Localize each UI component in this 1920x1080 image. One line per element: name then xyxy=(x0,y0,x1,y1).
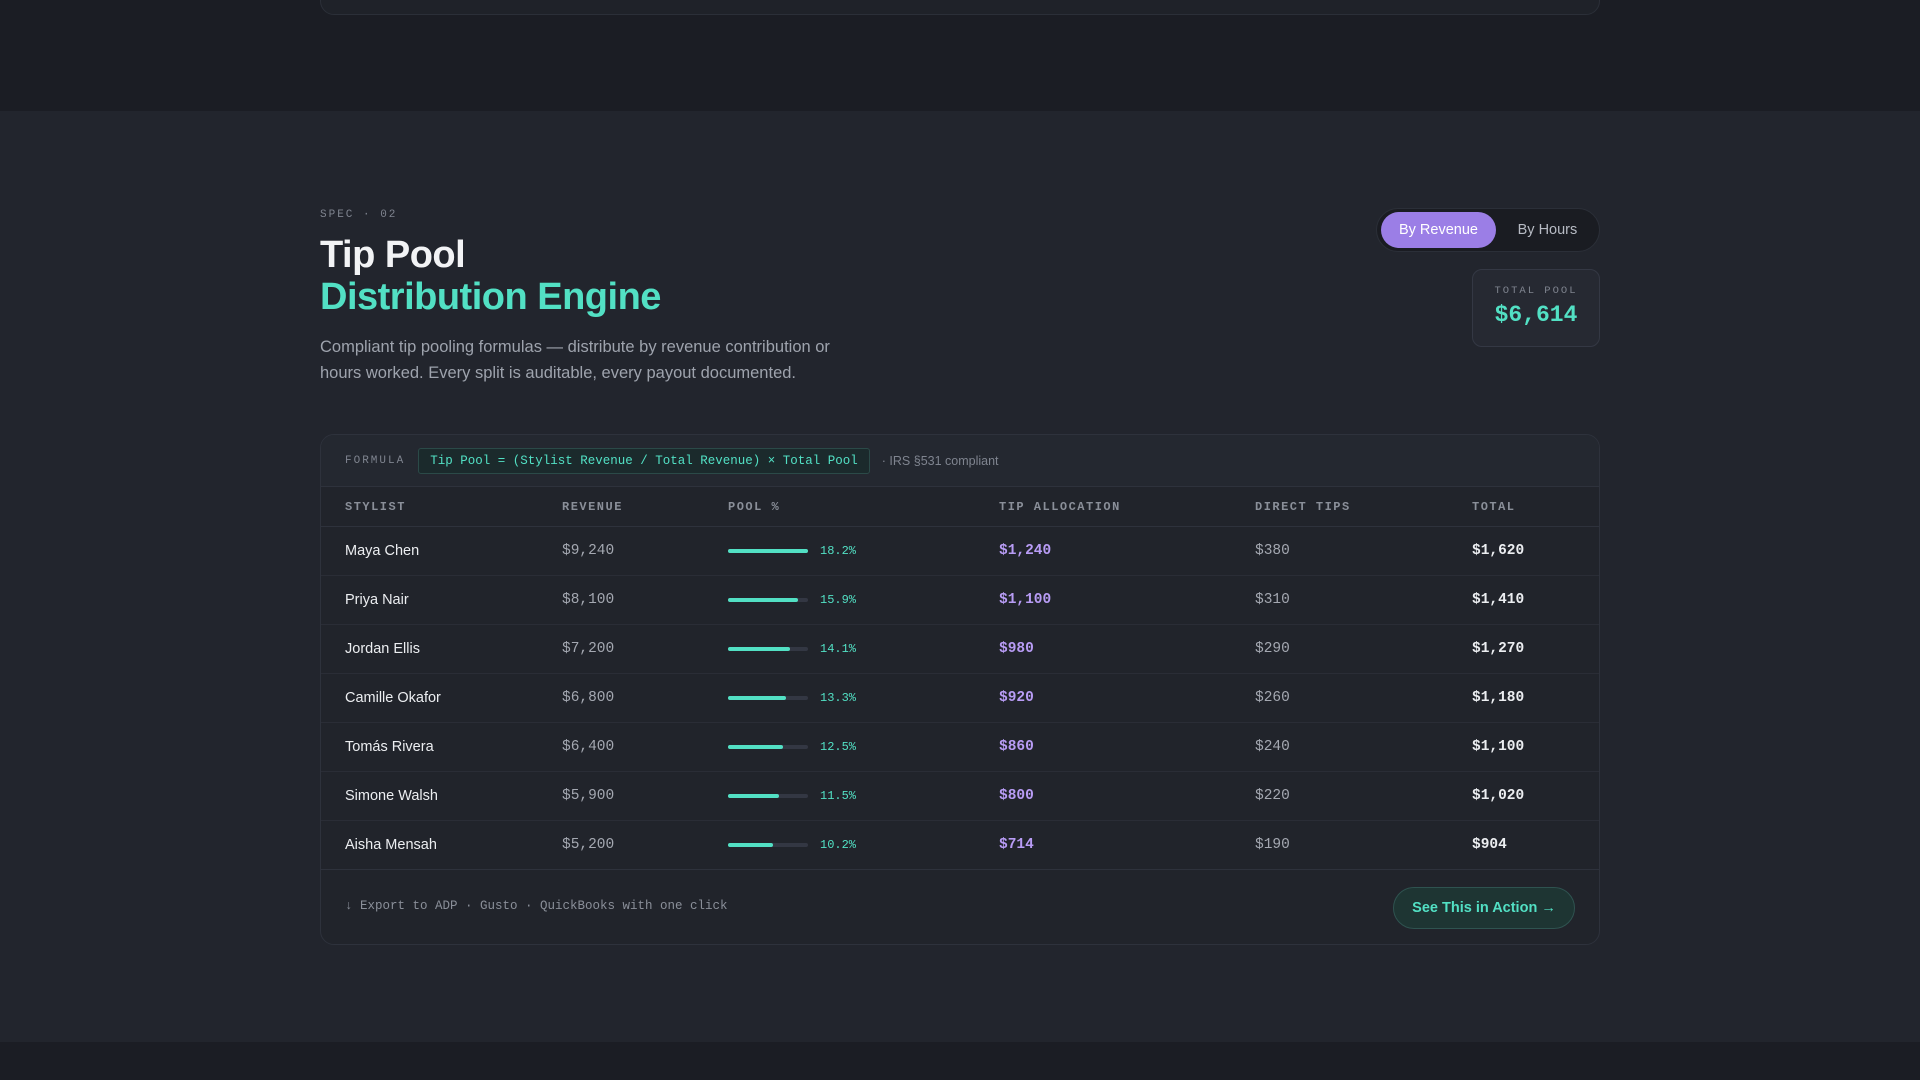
table-row: Aisha Mensah $5,200 10.2% $714 $190 $904 xyxy=(321,821,1599,870)
direct-tips-value: $240 xyxy=(1255,739,1290,755)
tip-allocation-value: $1,100 xyxy=(999,592,1052,608)
table-row: Simone Walsh $5,900 11.5% $800 $220 $1,020 xyxy=(321,772,1599,821)
pool-percent: 15.9% xyxy=(820,593,857,607)
see-in-action-button[interactable]: See This in Action → xyxy=(1393,887,1575,929)
total-pool-value: $6,614 xyxy=(1494,302,1578,328)
column-header-tip-allocation: TIP ALLOCATION xyxy=(999,500,1121,514)
page-subtitle: Distribution Engine xyxy=(320,276,661,318)
pool-percent: 13.3% xyxy=(820,691,857,705)
revenue-value: $5,900 xyxy=(562,788,615,804)
section-description: Compliant tip pooling formulas — distrib… xyxy=(320,338,830,382)
revenue-value: $8,100 xyxy=(562,592,615,608)
tip-allocation-value: $920 xyxy=(999,690,1034,706)
table-row: Priya Nair $8,100 15.9% $1,100 $310 $1,410 xyxy=(321,576,1599,625)
pool-progress-fill xyxy=(728,696,787,700)
export-note: ↓ Export to ADP · Gusto · QuickBooks wit… xyxy=(345,899,728,913)
column-header-stylist: STYLIST xyxy=(345,500,406,514)
distribution-table-card: FORMULA Tip Pool = (Stylist Revenue / To… xyxy=(320,434,1600,945)
revenue-value: $9,240 xyxy=(562,543,615,559)
direct-tips-value: $380 xyxy=(1255,543,1290,559)
pool-progress-bar xyxy=(728,745,808,749)
direct-tips-value: $220 xyxy=(1255,788,1290,804)
stylist-name: Simone Walsh xyxy=(345,788,438,804)
pool-percent: 10.2% xyxy=(820,838,857,852)
formula-expression: Tip Pool = (Stylist Revenue / Total Reve… xyxy=(418,447,870,474)
table-row: Tomás Rivera $6,400 12.5% $860 $240 $1,100 xyxy=(321,723,1599,772)
table-row: Camille Okafor $6,800 13.3% $920 $260 $1,180 xyxy=(321,674,1599,723)
direct-tips-value: $260 xyxy=(1255,690,1290,706)
pool-progress-bar xyxy=(728,843,808,847)
column-header-direct-tips: DIRECT TIPS xyxy=(1255,500,1351,514)
pool-progress-fill xyxy=(728,745,783,749)
revenue-value: $6,400 xyxy=(562,739,615,755)
table-row: Jordan Ellis $7,200 14.1% $980 $290 $1,270 xyxy=(321,625,1599,674)
by-hours-button[interactable]: By Hours xyxy=(1517,222,1578,238)
page-title: Tip Pool xyxy=(320,234,466,276)
stylist-name: Camille Okafor xyxy=(345,690,441,706)
table-body: Maya Chen $9,240 18.2% $1,240 $380 $1,620 Priy… xyxy=(321,527,1599,870)
stylist-name: Tomás Rivera xyxy=(345,739,434,755)
total-pool-label: TOTAL POOL xyxy=(1494,285,1578,297)
tip-allocation-value: $800 xyxy=(999,788,1034,804)
pool-progress-fill xyxy=(728,794,779,798)
pool-percent: 14.1% xyxy=(820,642,857,656)
formula-label: FORMULA xyxy=(345,454,406,467)
table-header: STYLIST REVENUE POOL % TIP ALLOCATION DI… xyxy=(321,487,1599,527)
pool-progress-bar xyxy=(728,647,808,651)
pool-progress-bar xyxy=(728,549,808,553)
tip-allocation-value: $1,240 xyxy=(999,543,1052,559)
total-value: $1,410 xyxy=(1472,592,1525,608)
revenue-value: $6,800 xyxy=(562,690,615,706)
direct-tips-value: $190 xyxy=(1255,837,1290,853)
column-header-revenue: REVENUE xyxy=(562,500,623,514)
by-revenue-button[interactable]: By Revenue xyxy=(1381,212,1496,248)
pool-progress-fill xyxy=(728,598,798,602)
next-section-edge xyxy=(0,1042,1920,1080)
compliance-note: · IRS §531 compliant xyxy=(881,453,999,468)
pool-progress-fill xyxy=(728,843,773,847)
spec-label: SPEC · 02 xyxy=(320,209,398,221)
column-header-total: TOTAL xyxy=(1472,500,1516,514)
pool-progress-fill xyxy=(728,647,790,651)
distribution-mode-toggle: By Revenue By Hours xyxy=(1376,208,1600,252)
pool-progress-bar xyxy=(728,598,808,602)
column-header-pool-pct: POOL % xyxy=(728,500,781,514)
stylist-name: Aisha Mensah xyxy=(345,837,437,853)
total-pool-card: TOTAL POOL $6,614 xyxy=(1472,269,1600,347)
tip-allocation-value: $714 xyxy=(999,837,1034,853)
revenue-value: $5,200 xyxy=(562,837,615,853)
previous-card-edge xyxy=(320,0,1600,15)
stylist-name: Priya Nair xyxy=(345,592,409,608)
pool-percent: 18.2% xyxy=(820,544,857,558)
stylist-name: Jordan Ellis xyxy=(345,641,420,657)
pool-percent: 11.5% xyxy=(820,789,857,803)
tip-allocation-value: $860 xyxy=(999,739,1034,755)
pool-progress-bar xyxy=(728,696,808,700)
total-value: $1,620 xyxy=(1472,543,1525,559)
total-value: $1,270 xyxy=(1472,641,1525,657)
table-footer: ↓ Export to ADP · Gusto · QuickBooks wit… xyxy=(321,869,1599,944)
stylist-name: Maya Chen xyxy=(345,543,420,559)
direct-tips-value: $310 xyxy=(1255,592,1290,608)
table-row: Maya Chen $9,240 18.2% $1,240 $380 $1,620 xyxy=(321,527,1599,576)
pool-progress-fill xyxy=(728,549,808,553)
pool-percent: 12.5% xyxy=(820,740,857,754)
direct-tips-value: $290 xyxy=(1255,641,1290,657)
total-value: $1,180 xyxy=(1472,690,1525,706)
formula-bar: FORMULA Tip Pool = (Stylist Revenue / To… xyxy=(321,435,1599,487)
total-value: $1,020 xyxy=(1472,788,1525,804)
revenue-value: $7,200 xyxy=(562,641,615,657)
total-value: $904 xyxy=(1472,837,1507,853)
pool-progress-bar xyxy=(728,794,808,798)
tip-allocation-value: $980 xyxy=(999,641,1034,657)
total-value: $1,100 xyxy=(1472,739,1525,755)
